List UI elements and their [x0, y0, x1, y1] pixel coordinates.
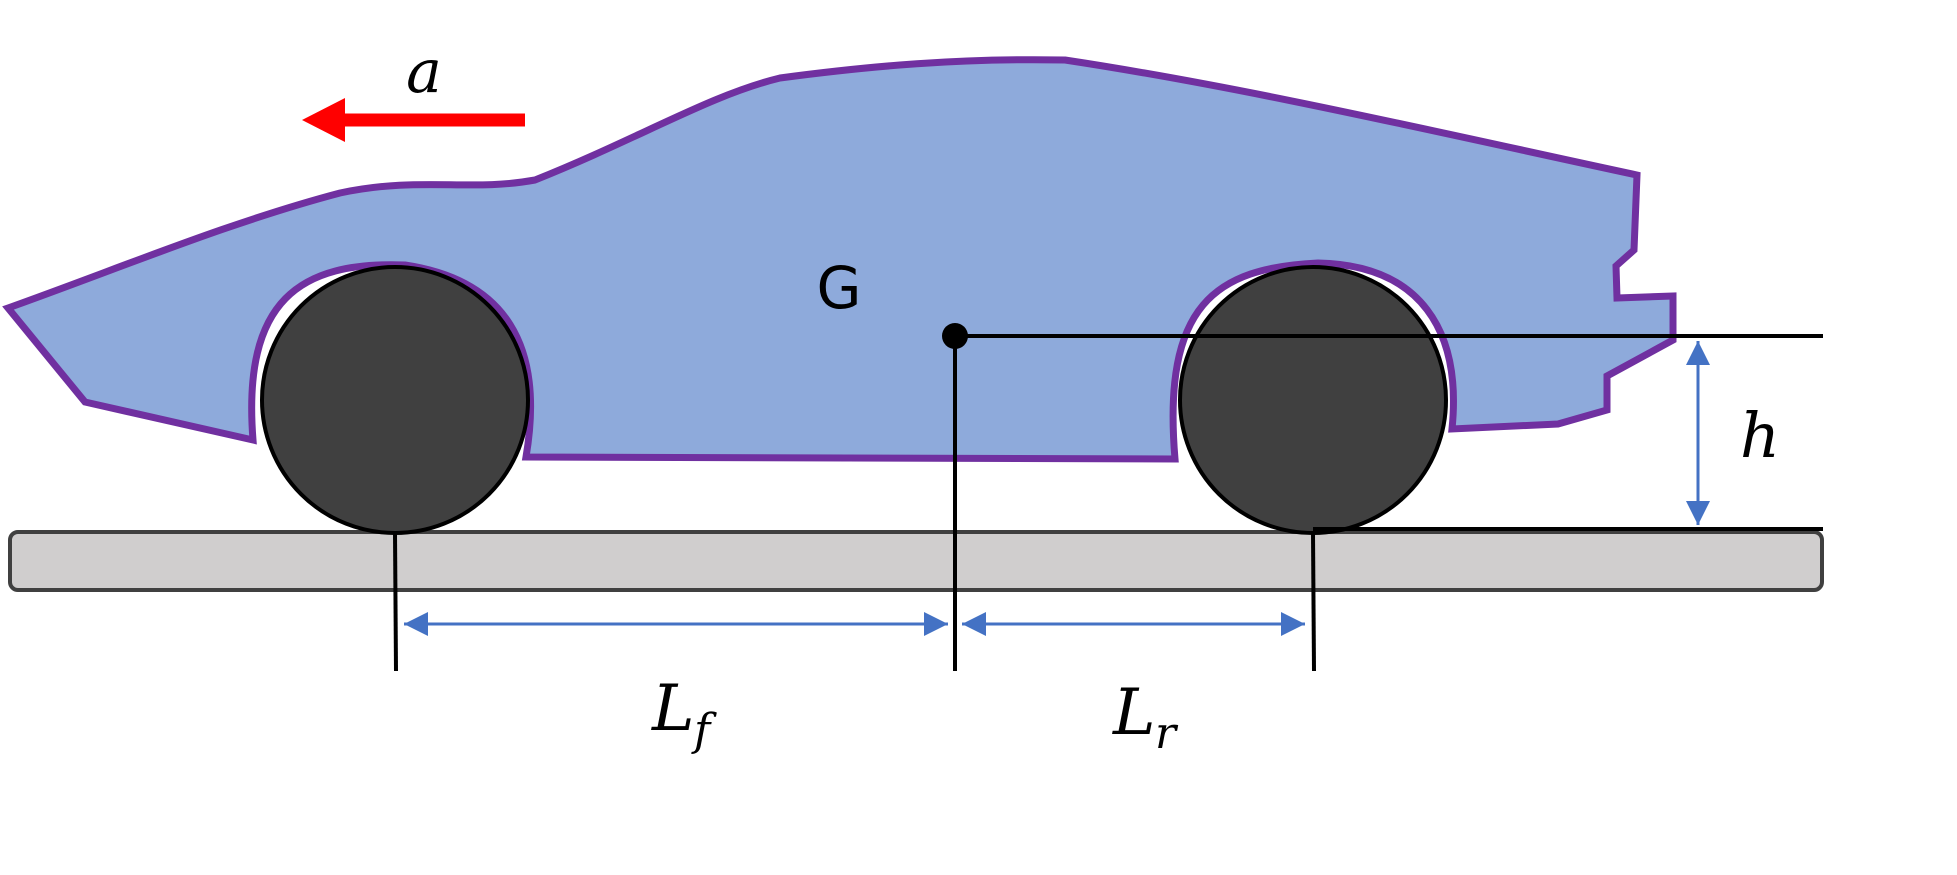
front-length-label: L f: [651, 672, 717, 756]
center-of-gravity-point: [942, 323, 968, 349]
rear-axle-vertical-line: [1311, 532, 1316, 672]
car-body: [2, 56, 1677, 463]
front-axle-vertical-line: [393, 532, 398, 672]
front-wheel: [260, 265, 530, 535]
height-label: h: [1740, 399, 1780, 472]
acceleration-arrow-head: [302, 98, 345, 142]
acceleration-label: a: [406, 37, 442, 107]
rear-length-label-main: L: [1112, 676, 1156, 750]
rear-wheel: [1178, 265, 1448, 535]
ground-surface: [8, 530, 1824, 592]
rear-length-label-subscript: r: [1155, 708, 1179, 759]
center-of-gravity-label: G: [817, 254, 862, 322]
front-length-label-subscript: f: [691, 705, 717, 756]
front-length-label-main: L: [651, 672, 695, 746]
rear-length-label: L r: [1112, 676, 1179, 759]
